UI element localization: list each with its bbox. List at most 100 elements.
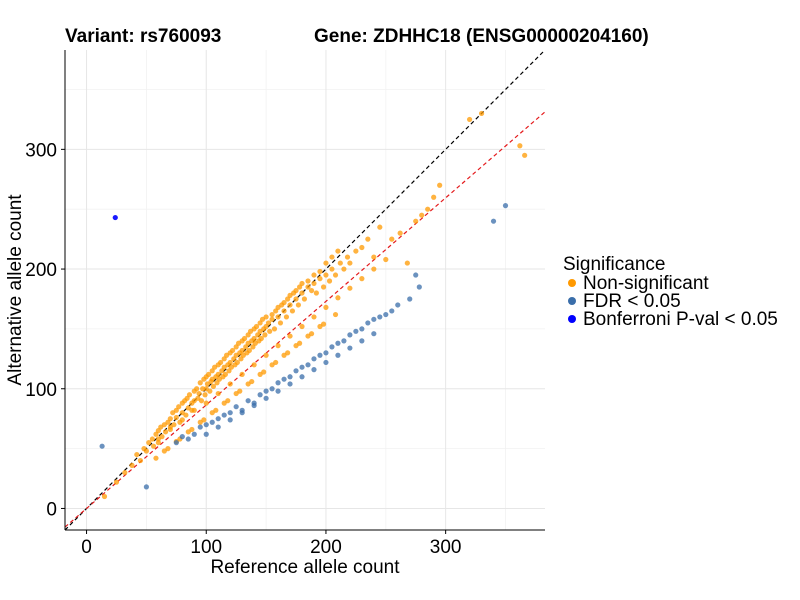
point-fdr-0-05 bbox=[395, 302, 401, 308]
point-non-significant bbox=[299, 290, 305, 296]
point-non-significant bbox=[200, 386, 206, 392]
y-axis-title: Alternative allele count bbox=[5, 194, 26, 386]
point-non-significant bbox=[277, 320, 284, 326]
legend-label-non-significant: Non-significant bbox=[583, 273, 709, 294]
point-fdr-0-05 bbox=[275, 380, 281, 386]
point-non-significant bbox=[359, 276, 365, 282]
point-non-significant bbox=[329, 266, 335, 272]
point-fdr-0-05 bbox=[209, 419, 215, 425]
reference-line-identity bbox=[64, 49, 546, 531]
point-non-significant bbox=[317, 276, 323, 282]
point-non-significant bbox=[225, 398, 231, 404]
point-fdr-0-05 bbox=[311, 367, 317, 373]
point-non-significant bbox=[323, 304, 329, 310]
point-non-significant bbox=[197, 380, 203, 386]
point-non-significant bbox=[295, 302, 302, 308]
y-tick-label: 300 bbox=[25, 140, 57, 161]
point-non-significant bbox=[183, 412, 189, 418]
point-non-significant bbox=[134, 451, 140, 458]
point-fdr-0-05 bbox=[215, 416, 221, 422]
point-non-significant bbox=[189, 426, 195, 433]
point-non-significant bbox=[293, 296, 299, 302]
point-non-significant bbox=[101, 493, 108, 500]
point-non-significant bbox=[478, 110, 485, 117]
axes bbox=[64, 50, 545, 531]
point-non-significant bbox=[305, 284, 311, 290]
point-non-significant bbox=[246, 347, 252, 354]
point-non-significant bbox=[371, 254, 377, 260]
point-non-significant bbox=[165, 446, 171, 452]
point-non-significant bbox=[251, 362, 257, 368]
point-fdr-0-05 bbox=[203, 431, 209, 437]
point-non-significant bbox=[271, 326, 278, 332]
legend-label-fdr: FDR < 0.05 bbox=[583, 291, 681, 312]
point-non-significant bbox=[269, 316, 275, 322]
point-fdr-0-05 bbox=[287, 374, 293, 380]
point-non-significant bbox=[113, 479, 120, 485]
point-non-significant bbox=[311, 314, 317, 320]
legend-swatch-non-significant bbox=[568, 279, 576, 287]
point-fdr-0-05 bbox=[305, 362, 311, 368]
point-non-significant bbox=[267, 328, 273, 334]
point-non-significant bbox=[179, 417, 185, 423]
point-fdr-0-05 bbox=[197, 424, 203, 430]
point-non-significant bbox=[344, 254, 351, 260]
point-fdr-0-05 bbox=[227, 410, 233, 416]
point-non-significant bbox=[149, 436, 155, 442]
point-non-significant bbox=[431, 194, 437, 200]
point-fdr-0-05 bbox=[99, 443, 105, 449]
point-fdr-0-05 bbox=[269, 386, 275, 392]
point-non-significant bbox=[206, 371, 212, 377]
point-non-significant bbox=[173, 414, 179, 421]
point-fdr-0-05 bbox=[281, 376, 287, 382]
point-non-significant bbox=[203, 400, 209, 406]
point-non-significant bbox=[283, 314, 290, 320]
point-non-significant bbox=[308, 331, 315, 337]
point-non-significant bbox=[293, 287, 299, 294]
point-non-significant bbox=[287, 333, 293, 339]
point-non-significant bbox=[263, 352, 269, 358]
point-fdr-0-05 bbox=[185, 436, 191, 442]
point-non-significant bbox=[194, 386, 200, 392]
point-non-significant bbox=[353, 248, 359, 254]
point-fdr-0-05 bbox=[323, 350, 329, 356]
point-non-significant bbox=[419, 212, 425, 218]
point-fdr-0-05 bbox=[203, 422, 209, 428]
point-non-significant bbox=[215, 371, 221, 377]
point-non-significant bbox=[311, 272, 317, 278]
x-axis-title: Reference allele count bbox=[210, 557, 400, 578]
point-non-significant bbox=[425, 206, 431, 212]
point-non-significant bbox=[201, 417, 207, 423]
point-non-significant bbox=[323, 260, 329, 266]
data-points bbox=[99, 110, 528, 500]
point-fdr-0-05 bbox=[299, 374, 305, 380]
point-non-significant bbox=[129, 462, 135, 468]
point-fdr-0-05 bbox=[407, 296, 413, 302]
point-non-significant bbox=[155, 440, 161, 446]
point-non-significant bbox=[137, 457, 144, 464]
point-non-significant bbox=[239, 371, 245, 377]
point-non-significant bbox=[191, 407, 197, 413]
point-non-significant bbox=[227, 381, 233, 387]
point-non-significant bbox=[150, 443, 157, 449]
point-fdr-0-05 bbox=[389, 308, 395, 314]
point-non-significant bbox=[437, 182, 443, 188]
point-non-significant bbox=[251, 335, 257, 342]
point-non-significant bbox=[239, 347, 245, 354]
point-non-significant bbox=[215, 390, 221, 397]
point-fdr-0-05 bbox=[233, 404, 239, 410]
point-fdr-0-05 bbox=[383, 311, 389, 318]
point-non-significant bbox=[162, 429, 169, 435]
point-fdr-0-05 bbox=[371, 316, 377, 322]
point-non-significant bbox=[317, 268, 323, 275]
point-non-significant bbox=[341, 266, 347, 272]
point-fdr-0-05 bbox=[251, 402, 257, 409]
point-non-significant bbox=[332, 272, 339, 278]
y-tick-label: 0 bbox=[46, 499, 57, 520]
point-non-significant bbox=[281, 308, 287, 314]
point-non-significant bbox=[313, 290, 319, 296]
point-fdr-0-05 bbox=[502, 203, 509, 209]
point-fdr-0-05 bbox=[490, 218, 497, 224]
point-non-significant bbox=[289, 308, 296, 314]
